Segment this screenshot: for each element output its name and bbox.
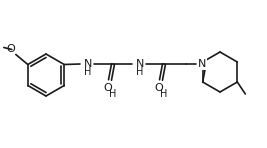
Text: N: N	[198, 59, 206, 69]
Text: N: N	[136, 59, 144, 69]
Text: N: N	[84, 59, 92, 69]
Text: H: H	[136, 67, 144, 77]
Text: O: O	[155, 83, 163, 93]
Text: O: O	[104, 83, 112, 93]
Text: H: H	[160, 89, 168, 99]
Text: H: H	[84, 67, 92, 77]
Text: H: H	[109, 89, 117, 99]
Text: O: O	[6, 44, 15, 53]
